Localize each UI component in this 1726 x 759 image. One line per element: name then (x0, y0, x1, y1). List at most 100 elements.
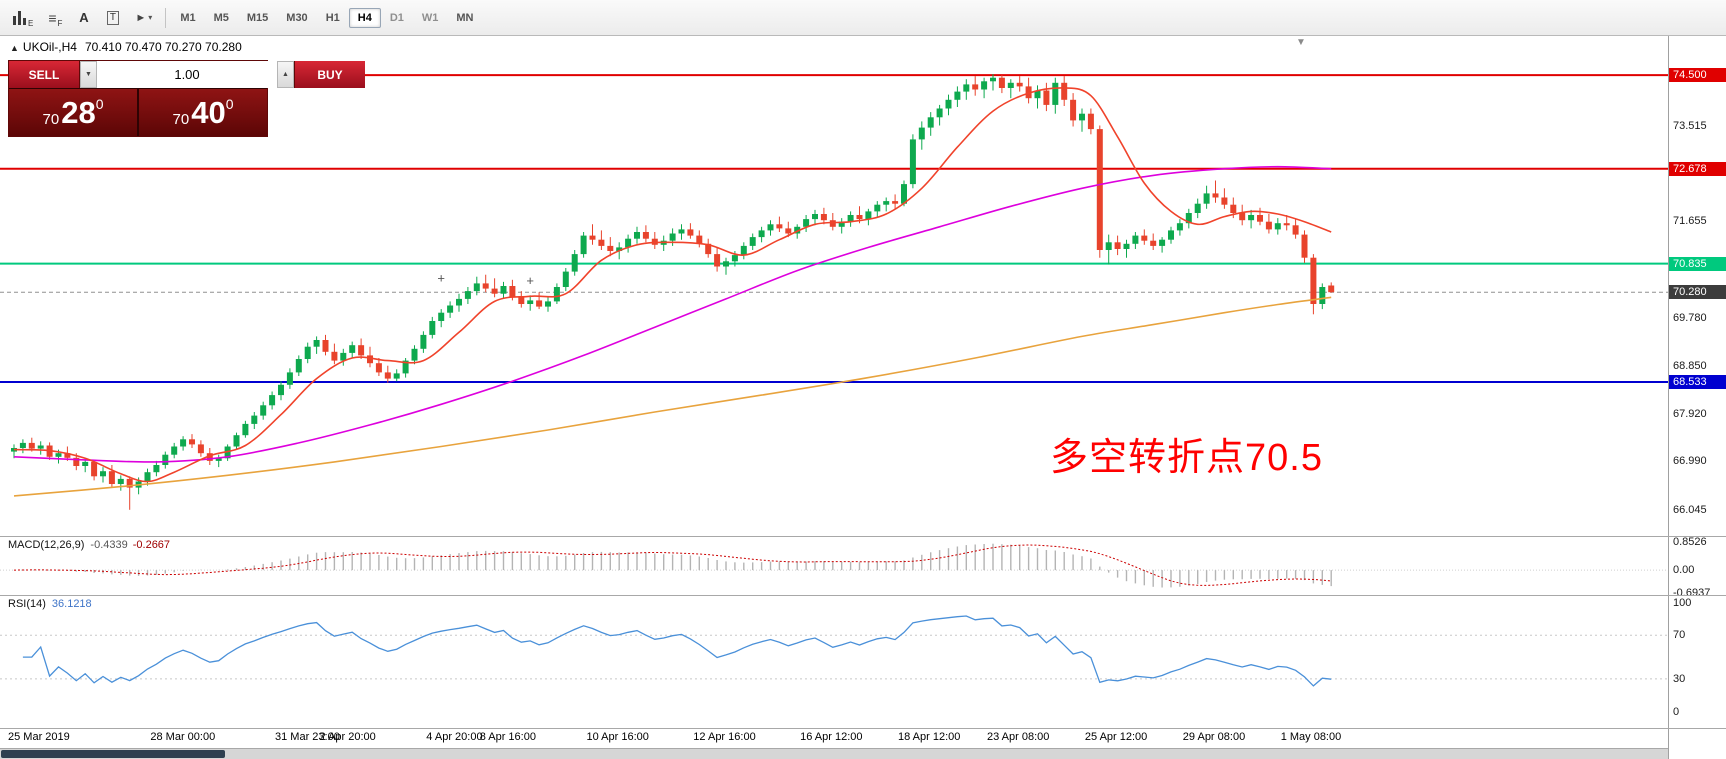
text-label-tool-button[interactable]: T (99, 5, 126, 31)
axis-tick-label: 0.00 (1673, 564, 1695, 577)
price-level-label: 70.280 (1669, 285, 1726, 300)
buy-price-pipette: 0 (225, 96, 234, 112)
axis-tick-label: 66.045 (1673, 504, 1707, 516)
timeframe-m30[interactable]: M30 (277, 8, 316, 28)
price-level-label: 70.835 (1669, 256, 1726, 271)
profiles-button[interactable]: ≡ F (41, 5, 68, 31)
price-level-label: 72.678 (1669, 161, 1726, 176)
chevron-down-icon: ▾ (148, 13, 153, 22)
axis-tick-label: 70 (1673, 629, 1686, 642)
chart-window-button[interactable]: E (5, 5, 39, 31)
volume-increase-button[interactable]: ▲ (277, 61, 294, 88)
sell-button[interactable]: SELL (9, 61, 79, 88)
sell-price-pipette: 0 (95, 96, 104, 112)
rsi-label: RSI(14) 36.1218 (8, 598, 92, 610)
sell-price-display[interactable]: 70 28 0 (9, 89, 137, 136)
timeframe-h1[interactable]: H1 (317, 8, 349, 28)
font-tool-button[interactable]: A (70, 5, 97, 31)
rsi-value: 36.1218 (51, 598, 92, 610)
axis-tick-label: 30 (1673, 672, 1686, 685)
collapse-arrow-icon[interactable]: ▲ (10, 43, 19, 53)
price-scale[interactable]: 73.515 71.655 69.780 68.850 67.920 66.990 66.0… (1668, 36, 1726, 759)
macd-main-value: -0.4339 (90, 539, 128, 551)
rsi-pane[interactable]: RSI(14) 36.1218 (0, 595, 1668, 728)
toolbar-separator (165, 7, 167, 28)
rsi-chart (0, 615, 1668, 687)
time-axis-label: 28 Mar 00:00 (150, 731, 216, 743)
ohlc-values: 70.410 70.470 70.270 70.280 (84, 40, 242, 54)
timeframe-mn[interactable]: MN (447, 8, 482, 28)
axis-tick-label: 67.920 (1673, 407, 1707, 420)
time-axis-label: 29 Apr 08:00 (1182, 731, 1246, 743)
cursor-tool-icon: ► (135, 11, 147, 24)
macd-label: MACD(12,26,9) -0.4339 -0.2667 (8, 539, 170, 551)
chart-shift-marker-icon[interactable]: ▼ (1296, 37, 1306, 48)
time-axis-label: 23 Apr 08:00 (987, 731, 1050, 743)
pane-divider[interactable] (0, 536, 1726, 537)
cursor-tool-button[interactable]: ► ▾ (128, 5, 159, 31)
profiles-grid-icon: ≡ (48, 9, 57, 26)
macd-chart (0, 543, 1668, 588)
axis-tick-label: 68.850 (1673, 359, 1707, 372)
one-click-trade-panel: SELL ▼ ▲ BUY 70 28 0 70 40 0 (8, 60, 365, 137)
candlestick-chart[interactable]: + + (0, 36, 1668, 536)
time-axis-label: 8 Apr 16:00 (479, 731, 536, 743)
svg-text:+: + (437, 270, 445, 285)
price-level-label: 74.500 (1669, 68, 1726, 83)
candlestick-chart-icon (12, 10, 27, 25)
time-axis-label: 25 Apr 12:00 (1084, 731, 1148, 743)
trade-panel-top-row: SELL ▼ ▲ BUY (9, 61, 365, 88)
timeframe-h4[interactable]: H4 (348, 7, 381, 28)
symbol-title: UKOil-,H4 (22, 40, 77, 54)
macd-signal-value: -0.2667 (132, 539, 171, 551)
axis-tick-label: 0 (1673, 705, 1680, 718)
trade-panel-price-row: 70 28 0 70 40 0 (9, 88, 267, 136)
buy-price-main: 40 (191, 95, 226, 130)
time-axis-label: 31 Mar 23:00 (275, 731, 340, 743)
axis-tick-label: 69.780 (1673, 311, 1707, 324)
axis-tick-label: 71.655 (1673, 215, 1707, 228)
timeframe-w1[interactable]: W1 (413, 8, 448, 28)
toolbar: E ≡ F A T ► ▾ M1 M5 M15 M30 H1 H4 D1 W1 … (0, 0, 1726, 36)
axis-tick-label: 73.515 (1673, 119, 1707, 132)
timeframe-m5[interactable]: M5 (205, 8, 238, 28)
time-axis-label: 10 Apr 16:00 (586, 731, 649, 743)
timeframe-m15[interactable]: M15 (238, 8, 277, 28)
time-axis-label: 2 Apr 20:00 (319, 731, 376, 743)
svg-text:+: + (526, 273, 534, 288)
rsi-name: RSI(14) (8, 598, 46, 610)
timeframe-m1[interactable]: M1 (171, 8, 204, 28)
macd-pane[interactable]: MACD(12,26,9) -0.4339 -0.2667 (0, 536, 1668, 595)
axis-tick-label: 66.990 (1673, 455, 1707, 468)
time-axis-label: 25 Mar 2019 (8, 731, 70, 743)
pane-divider (0, 728, 1726, 729)
volume-control: ▼ ▲ (79, 61, 295, 88)
buy-price-display[interactable]: 70 40 0 (139, 89, 267, 136)
axis-tick-label: 0.8526 (1673, 536, 1707, 549)
text-tool-icon: T (106, 10, 119, 25)
time-axis-label: 12 Apr 16:00 (693, 731, 756, 743)
price-chart-pane[interactable]: + + ▲ UKOil-,H4 70.410 70.470 70.270 70.280… (0, 36, 1668, 536)
time-axis-label: 18 Apr 12:00 (898, 731, 961, 743)
axis-tick-label: 100 (1673, 596, 1692, 609)
profiles-icon-badge: F (57, 19, 63, 28)
buy-button[interactable]: BUY (295, 61, 365, 88)
volume-input[interactable] (97, 61, 277, 88)
chart-text-annotation: 多空转折点70.5 (1050, 437, 1323, 479)
chart-header: ▲ UKOil-,H4 70.410 70.470 70.270 70.280 (10, 40, 242, 54)
time-axis-label: 4 Apr 20:00 (426, 731, 483, 743)
price-level-label: 68.533 (1669, 375, 1726, 389)
chart-icon-badge: E (28, 19, 34, 28)
volume-decrease-button[interactable]: ▼ (80, 61, 97, 88)
pane-divider[interactable] (0, 595, 1726, 596)
time-axis[interactable]: 25 Mar 2019 28 Mar 00:00 31 Mar 23:00 2 Apr… (0, 728, 1668, 748)
buy-price-prefix: 70 (172, 111, 190, 128)
time-axis-label: 1 May 08:00 (1280, 731, 1342, 743)
timeframe-d1[interactable]: D1 (381, 8, 413, 28)
sell-price-main: 28 (61, 95, 96, 130)
scrollbar-thumb[interactable] (1, 750, 225, 758)
sell-price-prefix: 70 (42, 111, 60, 128)
horizontal-scrollbar[interactable] (0, 748, 1726, 759)
time-axis-label: 16 Apr 12:00 (800, 731, 863, 743)
